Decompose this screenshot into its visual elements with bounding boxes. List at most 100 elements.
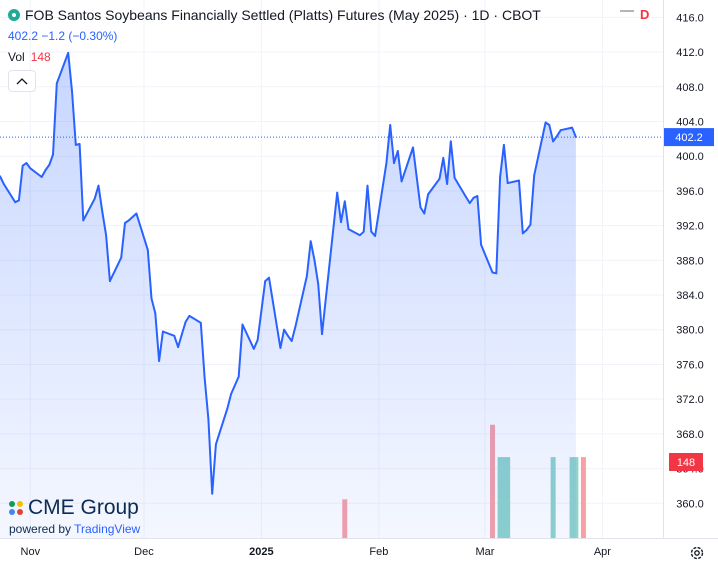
data-point [465, 196, 467, 198]
y-tick-label: 384.0 [676, 290, 704, 302]
data-point [449, 140, 452, 143]
data-point [215, 443, 217, 446]
data-point [226, 407, 229, 410]
data-point [480, 243, 482, 246]
y-tick-label: 380.0 [676, 325, 704, 337]
cme-logo[interactable]: CME Group powered by TradingView [9, 496, 140, 536]
data-point [544, 121, 547, 124]
data-point [453, 177, 456, 179]
data-point [40, 176, 43, 178]
y-tick-label: 388.0 [676, 255, 704, 267]
data-point [556, 135, 558, 138]
symbol-title[interactable]: FOB Santos Soybeans Financially Settled … [25, 7, 541, 23]
chart-header: FOB Santos Soybeans Financially Settled … [8, 7, 541, 23]
y-tick-label: 396.0 [676, 186, 704, 198]
data-point [146, 249, 149, 251]
data-point [283, 328, 285, 331]
data-point [29, 167, 32, 170]
data-point [67, 52, 70, 54]
price-change: 402.2 −1.2 (−0.30%) [8, 29, 118, 43]
data-point [25, 162, 28, 165]
data-point [491, 271, 494, 274]
data-point [105, 234, 107, 237]
data-point [442, 157, 445, 159]
data-point [423, 212, 426, 215]
area-fill [0, 52, 576, 539]
data-point [55, 82, 58, 85]
data-point [0, 175, 1, 178]
volume-badge-text: 148 [677, 457, 695, 469]
y-tick-label: 360.0 [676, 498, 704, 510]
data-point [343, 200, 346, 203]
data-point [71, 90, 73, 92]
data-point [313, 259, 316, 262]
data-point [127, 219, 130, 222]
data-point [230, 393, 233, 395]
data-point [400, 180, 403, 183]
y-tick-label: 416.0 [676, 12, 704, 24]
data-point [385, 162, 388, 165]
data-point [393, 162, 395, 165]
volume-legend: Vol 148 [8, 50, 51, 64]
y-tick-label: 376.0 [676, 359, 704, 371]
data-point [21, 164, 24, 167]
data-point [290, 340, 293, 342]
data-point [14, 201, 17, 204]
data-point [370, 230, 373, 233]
data-point [150, 297, 153, 300]
data-point [309, 240, 312, 243]
data-point [552, 140, 554, 143]
data-point [199, 321, 202, 324]
data-point [2, 183, 5, 185]
data-point [521, 232, 524, 235]
brand-name: CME Group [28, 496, 139, 519]
data-point [472, 196, 475, 199]
data-point [109, 280, 111, 282]
cme-dots-icon [9, 501, 23, 515]
last-price-text: 402.2 [675, 132, 703, 144]
collapse-legend-button[interactable] [8, 70, 36, 92]
data-point [412, 146, 414, 149]
volume-label: Vol [8, 50, 25, 64]
tradingview-link[interactable]: TradingView [74, 522, 141, 536]
data-point [294, 325, 297, 328]
y-tick-label: 400.0 [676, 151, 704, 163]
data-point [211, 492, 214, 495]
x-tick-label: Dec [134, 546, 154, 558]
data-point [18, 199, 20, 202]
x-tick-label: Feb [369, 546, 388, 558]
data-point [415, 176, 418, 178]
data-point [101, 210, 104, 213]
data-point [203, 376, 206, 379]
data-point [468, 202, 471, 205]
time-axis[interactable]: Nov Dec 2025 Feb Mar Apr [21, 546, 612, 558]
data-point [207, 418, 210, 420]
data-point [237, 375, 240, 378]
data-point [97, 184, 100, 187]
data-point [438, 177, 441, 180]
data-point [154, 312, 157, 315]
data-point [124, 222, 126, 224]
data-point [518, 179, 520, 182]
data-point [48, 164, 51, 166]
x-tick-label: Apr [594, 546, 611, 558]
data-point [78, 143, 81, 145]
data-point [52, 153, 54, 156]
data-point [44, 169, 47, 172]
chevron-up-icon [16, 78, 28, 85]
data-point [506, 182, 509, 185]
data-point [419, 206, 422, 209]
y-tick-label: 408.0 [676, 82, 704, 94]
data-point [571, 126, 573, 129]
powered-by-text: powered by [9, 522, 72, 536]
data-point [359, 234, 361, 237]
price-axis[interactable]: 416.0 412.0 408.0 404.0 400.0 396.0 392.0 388.0… [676, 12, 704, 510]
settings-button[interactable] [689, 545, 705, 566]
x-tick-label: Mar [475, 546, 494, 558]
data-point [135, 212, 138, 215]
data-point [559, 129, 562, 132]
minus-icon [620, 10, 634, 12]
volume-bar [580, 457, 586, 538]
